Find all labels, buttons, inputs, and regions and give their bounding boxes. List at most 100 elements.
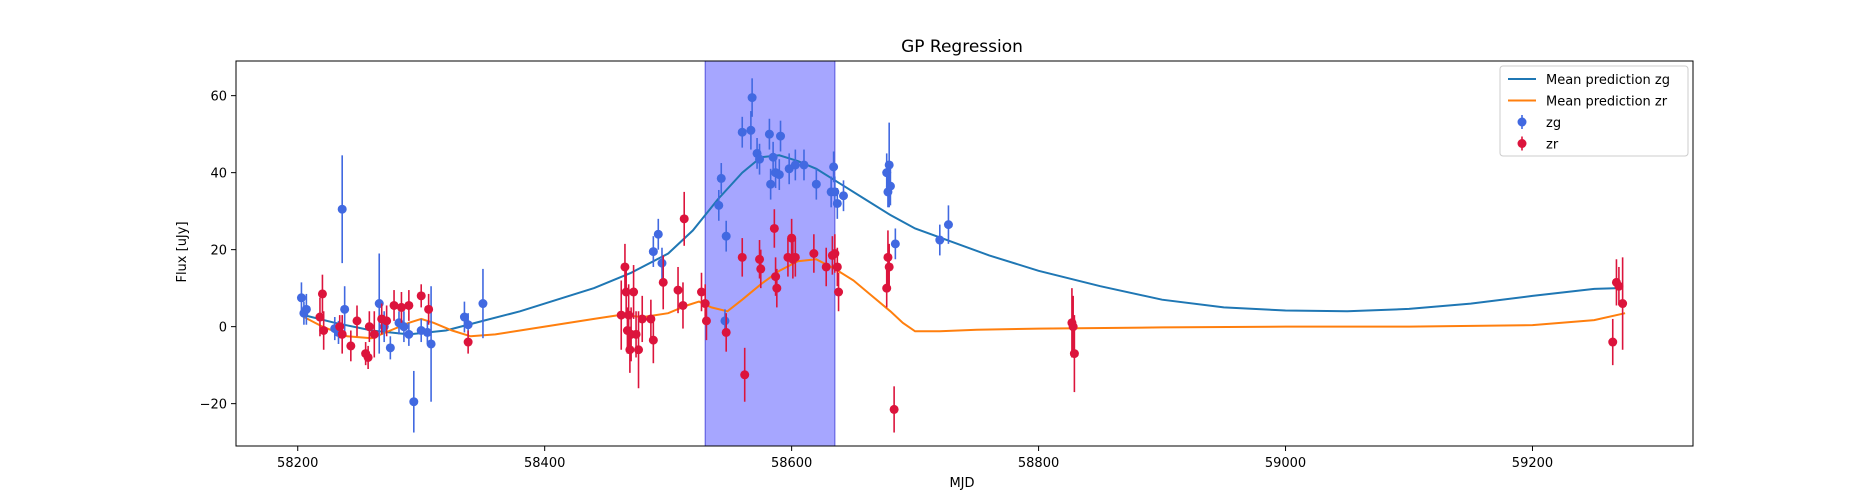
data-point — [404, 300, 414, 310]
data-point — [883, 252, 893, 262]
data-point — [756, 264, 766, 274]
data-point — [620, 262, 630, 272]
data-point — [337, 329, 347, 339]
data-point — [424, 304, 434, 314]
data-point — [766, 179, 776, 189]
data-point — [747, 93, 757, 103]
data-point — [616, 310, 626, 320]
data-point — [389, 300, 399, 310]
series-mean-prediction-zr — [303, 258, 1626, 340]
data-point — [409, 397, 419, 407]
data-point — [755, 254, 765, 264]
data-point — [399, 322, 409, 332]
data-point — [648, 335, 658, 345]
axes-frame — [235, 60, 1694, 447]
data-point — [634, 345, 644, 355]
series-line — [303, 154, 1619, 336]
data-point — [1068, 322, 1078, 332]
data-point — [799, 160, 809, 170]
x-tick-label: 58200 — [277, 456, 318, 471]
series-zg — [296, 78, 953, 433]
data-point — [463, 320, 473, 330]
data-point — [1069, 349, 1079, 359]
data-point — [364, 322, 374, 332]
data-point — [721, 231, 731, 241]
data-point — [838, 191, 848, 201]
data-point — [658, 277, 668, 287]
legend-swatch — [1517, 139, 1527, 148]
data-point — [935, 235, 945, 245]
y-tick-label: −20 — [200, 398, 227, 413]
data-point — [700, 299, 710, 309]
data-point — [943, 220, 953, 230]
data-point — [764, 129, 774, 139]
data-point — [1614, 281, 1624, 291]
data-point — [1608, 337, 1618, 347]
data-point — [740, 370, 750, 380]
data-point — [809, 249, 819, 258]
data-point — [369, 329, 379, 339]
data-point — [716, 173, 726, 183]
data-point — [1618, 299, 1628, 309]
data-point — [317, 289, 327, 299]
data-point — [629, 287, 639, 297]
y-tick-label: 60 — [210, 90, 227, 105]
legend-label: zg — [1546, 116, 1561, 131]
data-point — [319, 326, 329, 335]
data-point — [296, 293, 306, 303]
chart-title: GP Regression — [901, 37, 1023, 57]
legend-box — [1499, 65, 1689, 157]
plot-area: 58200 58400 58600 58800 59000 59200 −20 0 20 40 60 — [200, 60, 1694, 471]
data-point — [363, 352, 373, 362]
data-point — [769, 223, 779, 233]
data-point — [404, 329, 414, 339]
data-point — [714, 200, 724, 210]
data-point — [834, 287, 844, 297]
data-point — [771, 272, 781, 282]
data-point — [832, 198, 842, 208]
data-point — [385, 343, 395, 353]
data-point — [648, 247, 658, 257]
data-point — [889, 404, 899, 414]
y-tick-label: 40 — [210, 167, 227, 182]
y-tick-label: 0 — [219, 321, 227, 336]
data-point — [678, 300, 688, 310]
data-point — [625, 345, 635, 355]
data-point — [829, 162, 839, 172]
legend: Mean prediction zg Mean prediction zr zg zr — [1499, 65, 1689, 157]
data-point — [832, 262, 842, 272]
data-point — [337, 204, 347, 214]
data-point — [720, 316, 730, 326]
data-point — [884, 262, 894, 272]
data-point — [755, 154, 765, 164]
data-point — [737, 127, 747, 137]
data-point — [746, 125, 756, 135]
data-point — [774, 170, 784, 180]
x-tick-label: 58800 — [1018, 456, 1059, 471]
data-point — [885, 181, 895, 191]
data-point — [884, 160, 894, 170]
data-point — [426, 339, 436, 349]
data-point — [459, 312, 469, 322]
data-point — [790, 252, 800, 262]
data-point — [657, 258, 667, 268]
data-point — [772, 283, 782, 293]
data-point — [790, 160, 800, 170]
data-point — [382, 316, 392, 326]
data-point — [787, 233, 797, 243]
data-point — [821, 262, 831, 272]
legend-swatch — [1517, 117, 1527, 127]
data-point — [346, 341, 356, 351]
data-point — [679, 214, 689, 224]
data-point — [396, 302, 406, 312]
data-point — [721, 327, 731, 337]
data-point — [315, 312, 325, 322]
legend-label: zr — [1546, 138, 1559, 153]
y-tick-label: 20 — [210, 244, 227, 259]
x-tick-label: 58400 — [524, 456, 565, 471]
data-point — [673, 285, 683, 295]
legend-label: Mean prediction zr — [1546, 95, 1668, 110]
data-point — [463, 337, 473, 347]
